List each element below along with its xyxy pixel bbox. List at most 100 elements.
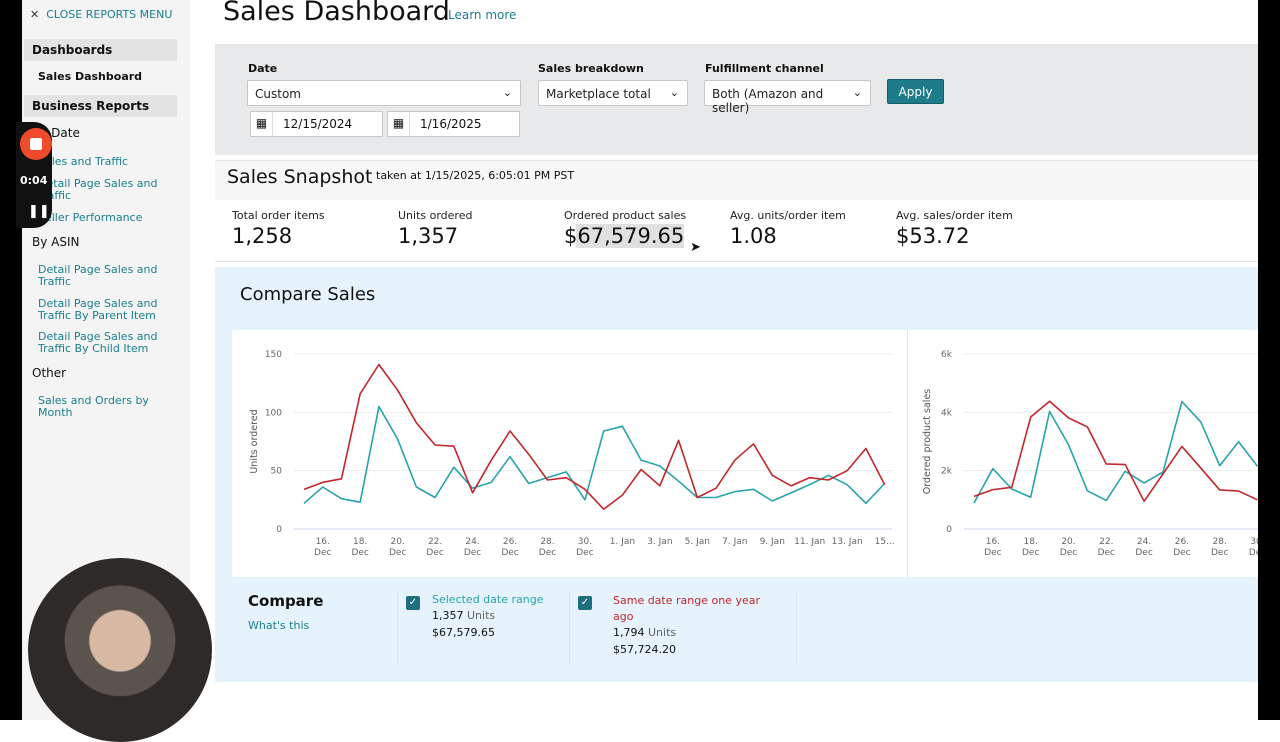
- stop-recording-button[interactable]: [20, 128, 52, 160]
- end-date-input[interactable]: ▦ 1/16/2025: [387, 111, 520, 137]
- series-line-selected: [303, 405, 886, 505]
- x-tick-label: Dec: [1211, 548, 1228, 558]
- divider: [397, 592, 398, 664]
- x-tick-label: 20.: [1061, 537, 1075, 547]
- selected-range-sales: $67,579.65: [432, 626, 495, 639]
- stop-icon: [30, 138, 42, 150]
- webcam-overlay: [28, 558, 212, 742]
- learn-more-link[interactable]: Learn more: [448, 8, 517, 22]
- metric-avg-sales: $53.72: [896, 224, 970, 248]
- x-tick-label: 22.: [1099, 537, 1113, 547]
- sales-breakdown-select[interactable]: Marketplace total ⌄: [538, 80, 688, 106]
- fulfillment-channel-select[interactable]: Both (Amazon and seller) ⌄: [704, 80, 871, 115]
- x-tick-label: 24.: [465, 537, 479, 547]
- x-tick-label: 11. Jan: [794, 537, 825, 547]
- sidebar-item-detail-page-asin[interactable]: Detail Page Sales and Traffic: [38, 263, 158, 288]
- series-line-prior: [973, 400, 1258, 503]
- x-tick-label: Dec: [389, 548, 406, 558]
- x-tick-label: 18.: [1024, 537, 1038, 547]
- metric-label: Ordered product sales: [564, 209, 687, 222]
- sidebar-item-sales-traffic[interactable]: Sales and Traffic: [38, 155, 129, 168]
- x-tick-label: 1. Jan: [610, 537, 635, 547]
- selected-range-label: Selected date range: [432, 593, 544, 606]
- x-tick-label: 16.: [986, 537, 1000, 547]
- screen-edge-left: [0, 0, 22, 720]
- page-title: Sales Dashboard: [223, 0, 450, 27]
- sidebar-item-sales-orders-month[interactable]: Sales and Orders by Month: [38, 394, 149, 419]
- chevron-down-icon: ⌄: [502, 86, 512, 99]
- x-tick-label: 20.: [390, 537, 404, 547]
- date-select[interactable]: Custom ⌄: [247, 80, 521, 106]
- close-reports-menu[interactable]: ✕ CLOSE REPORTS MENU: [30, 8, 173, 21]
- prior-year-checkbox[interactable]: ✓: [578, 596, 592, 610]
- metric-label: Units ordered: [398, 209, 473, 222]
- x-tick-label: Dec: [1060, 548, 1077, 558]
- x-tick-label: Dec: [1135, 548, 1152, 558]
- x-tick-label: Dec: [984, 548, 1001, 558]
- y-tick-label: 150: [265, 350, 282, 360]
- screen-recorder-widget: 0:04 ❚❚: [16, 122, 52, 228]
- x-tick-label: 7. Jan: [722, 537, 747, 547]
- metric-total-order-items: 1,258: [232, 224, 293, 248]
- sidebar-item-detail-page-parent[interactable]: Detail Page Sales and Traffic By Parent …: [38, 297, 158, 322]
- fulfillment-channel-label: Fulfillment channel: [705, 62, 824, 75]
- mouse-cursor-icon: ➤: [690, 240, 701, 255]
- prior-year-label: Same date range one year ago: [613, 594, 760, 623]
- start-date-input[interactable]: ▦ 12/15/2024: [250, 111, 383, 137]
- x-tick-label: Dec: [426, 548, 443, 558]
- x-tick-label: 13. Jan: [832, 537, 863, 547]
- sidebar-head-by-asin: By ASIN: [32, 235, 80, 249]
- x-tick-label: Dec: [1173, 548, 1190, 558]
- charts-container: 0 50 100 150 Units ordered 16. Dec 18. Dec 20. Dec…: [232, 330, 1258, 577]
- series-line-selected: [973, 400, 1258, 504]
- x-tick-label: 26.: [503, 537, 517, 547]
- x-tick-label: Dec: [576, 548, 593, 558]
- x-tick-label: 3. Jan: [647, 537, 672, 547]
- selected-range-units: 1,357 Units: [432, 609, 496, 622]
- divider: [569, 592, 570, 664]
- x-tick-label: 18.: [353, 537, 367, 547]
- x-tick-label: 9. Jan: [760, 537, 785, 547]
- sidebar-item-detail-page-child[interactable]: Detail Page Sales and Traffic By Child I…: [38, 330, 158, 355]
- x-tick-label: Dec: [314, 548, 331, 558]
- y-tick-label: 50: [271, 467, 283, 477]
- x-tick-label: 15...: [875, 537, 895, 547]
- sidebar-item-detail-page-by-date[interactable]: Detail Page Sales and Traffic: [38, 177, 158, 202]
- calendar-icon: ▦: [251, 112, 273, 136]
- compare-sales-title: Compare Sales: [240, 284, 376, 305]
- x-tick-label: 22.: [428, 537, 442, 547]
- divider: [796, 592, 797, 664]
- y-tick-label: 0: [276, 525, 282, 535]
- chevron-down-icon: ⌄: [852, 86, 862, 99]
- y-tick-label: 100: [265, 408, 282, 418]
- x-tick-label: 30.: [1250, 537, 1258, 547]
- x-tick-label: 28.: [1213, 537, 1227, 547]
- selected-range-checkbox[interactable]: ✓: [406, 596, 420, 610]
- apply-button[interactable]: Apply: [887, 79, 944, 104]
- whats-this-link[interactable]: What's this: [248, 619, 310, 632]
- snapshot-header: [215, 160, 1258, 200]
- x-tick-label: Dec: [1249, 548, 1258, 558]
- y-tick-label: 6k: [941, 350, 953, 360]
- close-icon: ✕: [30, 8, 40, 21]
- x-tick-label: 24.: [1137, 537, 1151, 547]
- screen-edge-right: [1258, 0, 1280, 720]
- metric-label: Avg. sales/order item: [896, 209, 1013, 222]
- sidebar-item-sales-dashboard[interactable]: Sales Dashboard: [38, 70, 143, 83]
- prior-year-units: 1,794 Units: [613, 626, 677, 639]
- x-tick-label: 16.: [316, 537, 330, 547]
- x-tick-label: 28.: [540, 537, 554, 547]
- chart-divider: [907, 330, 908, 577]
- date-label: Date: [248, 62, 278, 75]
- sidebar-section-dashboards: Dashboards: [24, 39, 177, 61]
- pause-icon[interactable]: ❚❚: [28, 204, 50, 219]
- metric-ordered-product-sales: $67,579.65: [564, 224, 685, 248]
- sidebar-item-seller-performance[interactable]: Seller Performance: [38, 211, 143, 224]
- metric-label: Avg. units/order item: [730, 209, 846, 222]
- x-tick-label: 30.: [578, 537, 592, 547]
- chevron-down-icon: ⌄: [669, 86, 679, 99]
- y-tick-label: 0: [946, 525, 952, 535]
- y-axis-label: Ordered product sales: [922, 389, 933, 494]
